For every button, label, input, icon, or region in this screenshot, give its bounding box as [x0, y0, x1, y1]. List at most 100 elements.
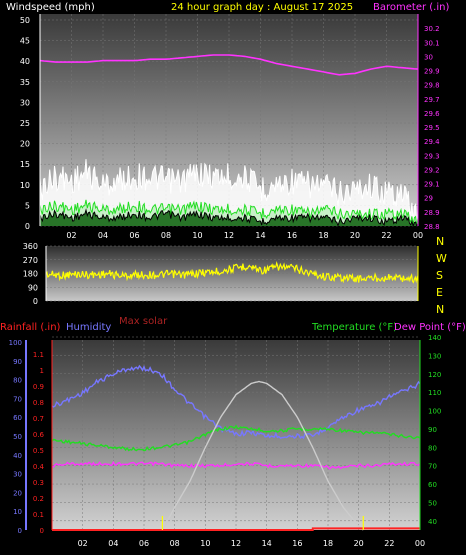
windspeed-tick-label: 15: [20, 160, 30, 169]
humidity-tick-label: 20: [13, 489, 22, 497]
humidity-axis-label: Humidity: [66, 322, 111, 333]
rainfall-tick-label: 0: [40, 527, 44, 535]
humidity-tick-label: 90: [13, 358, 22, 366]
temperature-tick-label: 80: [428, 444, 437, 452]
temperature-tick-label: 130: [428, 352, 441, 360]
time-tick-label: 00: [413, 231, 423, 240]
barometer-tick-label: 29.2: [424, 166, 440, 174]
rainfall-tick-label: 0.1: [33, 511, 44, 519]
time-tick-label: 16: [287, 231, 297, 240]
time-tick-label: 14: [255, 231, 265, 240]
windspeed-tick-label: 0: [25, 222, 30, 231]
rainfall-tick-label: 0.3: [33, 479, 44, 487]
temperature-tick-label: 100: [428, 408, 441, 416]
rainfall-axis-label: Rainfall (.in): [0, 322, 61, 333]
wind-white-line: [39, 159, 419, 227]
barometer-tick-label: 29.8: [424, 82, 440, 90]
humidity-tick-label: 60: [13, 414, 22, 422]
barometer-tick-label: 29.3: [424, 152, 440, 160]
time-tick-label: 20: [354, 539, 364, 548]
barometer-line: [39, 54, 419, 76]
wind-panel-marks: [39, 54, 419, 228]
max-solar-label: Max solar: [119, 316, 168, 327]
time-tick-label: 10: [192, 231, 202, 240]
temperature-tick-label: 60: [428, 481, 437, 489]
rainfall-tick-label: 0.2: [33, 495, 44, 503]
temperature-tick-label: 140: [428, 334, 441, 342]
windspeed-tick-label: 10: [20, 181, 30, 190]
barometer-tick-label: 29: [424, 195, 433, 203]
time-tick-label: 14: [262, 539, 272, 548]
barometer-tick-label: 29.6: [424, 110, 440, 118]
time-tick-label: 12: [224, 231, 234, 240]
time-tick-label: 04: [98, 231, 108, 240]
direction-panel-marks: [45, 260, 419, 284]
barometer-tick-label: 29.5: [424, 124, 440, 132]
windspeed-tick-label: 20: [20, 140, 30, 149]
rainfall-tick-label: 0.6: [33, 431, 45, 439]
time-tick-label: 04: [108, 539, 118, 548]
humidity-tick-label: 70: [13, 395, 22, 403]
humidity-tick-label: 40: [13, 452, 22, 460]
blue-series-line: [51, 364, 421, 440]
direction-tick-label: 270: [23, 256, 38, 265]
barometer-tick-label: 30.2: [424, 25, 440, 33]
time-tick-label: 18: [323, 539, 333, 548]
time-tick-label: 08: [161, 231, 171, 240]
direction-tick-label: 90: [28, 283, 38, 292]
climate-panel-marks: [51, 364, 421, 531]
time-tick-label: 08: [170, 539, 180, 548]
temperature-tick-label: 120: [428, 371, 441, 379]
green-series-line: [51, 424, 421, 452]
time-tick-label: 02: [78, 539, 88, 548]
rainfall-tick-label: 1.1: [33, 351, 44, 359]
time-tick-label: 02: [66, 231, 76, 240]
rainfall-tick-label: 0.7: [33, 415, 44, 423]
temperature-tick-label: 50: [428, 499, 437, 507]
climate-panel-axes: 4050607080901001101201301400102030405060…: [9, 334, 442, 548]
climate-panel-grid: [52, 336, 421, 530]
direction-tick-label: 0: [33, 297, 38, 306]
barometer-tick-label: 28.8: [424, 223, 440, 231]
windspeed-axis-label: Windspeed (mph): [6, 2, 95, 13]
time-tick-label: 00: [415, 539, 425, 548]
barometer-tick-label: 30: [424, 53, 433, 61]
rainfall-tick-label: 0.8: [33, 399, 44, 407]
compass-tick-label: S: [436, 269, 443, 282]
time-tick-label: 22: [381, 231, 391, 240]
compass-tick-label: N: [436, 235, 444, 248]
time-tick-label: 12: [231, 539, 241, 548]
windspeed-tick-label: 50: [20, 16, 30, 25]
time-tick-label: 10: [200, 539, 210, 548]
barometer-tick-label: 28.9: [424, 209, 440, 217]
wind-black-line: [39, 208, 419, 228]
barometer-tick-label: 29.4: [424, 138, 440, 146]
temperature-tick-label: 90: [428, 426, 437, 434]
humidity-tick-label: 0: [18, 527, 22, 535]
time-tick-label: 16: [292, 539, 302, 548]
direction-tick-label: 360: [23, 242, 38, 251]
windspeed-tick-label: 30: [20, 98, 30, 107]
temperature-tick-label: 110: [428, 389, 441, 397]
rainfall-line: [52, 527, 420, 531]
temperature-tick-label: 70: [428, 463, 437, 471]
rainfall-tick-label: 0.4: [33, 463, 45, 471]
rainfall-tick-label: 0.9: [33, 383, 44, 391]
time-tick-label: 06: [129, 231, 139, 240]
humidity-tick-label: 100: [9, 339, 22, 347]
barometer-tick-label: 29.1: [424, 181, 440, 189]
time-tick-label: 18: [318, 231, 328, 240]
windspeed-tick-label: 35: [20, 78, 30, 87]
barometer-tick-label: 29.9: [424, 68, 440, 76]
direction-tick-label: 180: [23, 270, 38, 279]
compass-tick-label: N: [436, 303, 444, 316]
windspeed-tick-label: 25: [20, 119, 30, 128]
rainfall-tick-label: 0.5: [33, 447, 44, 455]
max-solar-line: [161, 380, 364, 531]
humidity-tick-label: 10: [13, 508, 22, 516]
humidity-tick-label: 50: [13, 433, 22, 441]
rainfall-tick-label: 1: [40, 367, 44, 375]
